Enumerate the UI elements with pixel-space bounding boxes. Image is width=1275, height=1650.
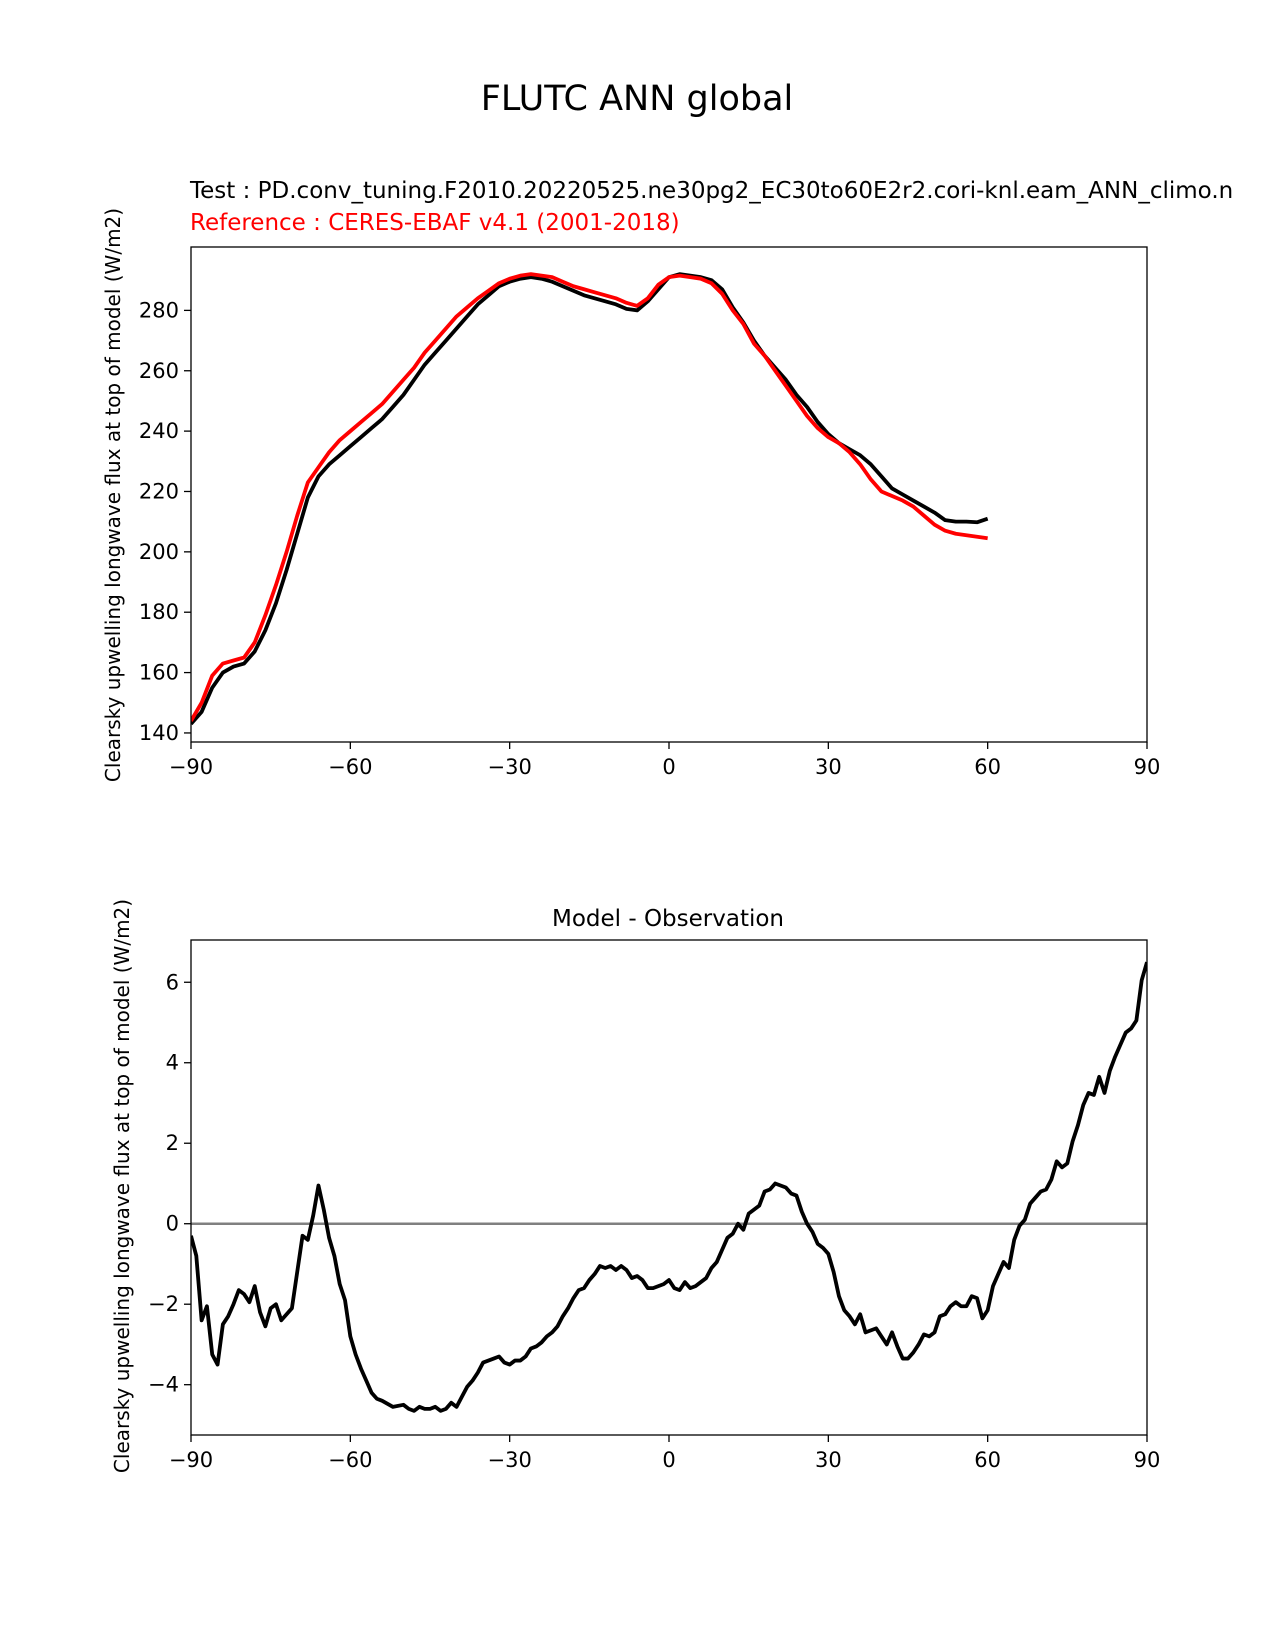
- bottom-plot-area: −90 −60 −30 0 30 60 90 −4 −2 0 2 4 6: [148, 939, 1161, 1472]
- bottom-panel: Model - Observation Clearsky upwelling l…: [110, 899, 1160, 1473]
- test-label: Test : PD.conv_tuning.F2010.20220525.ne3…: [189, 178, 1233, 204]
- top-y-tick-label: 220: [139, 479, 179, 503]
- top-y-tick-label: 200: [139, 540, 179, 564]
- bottom-axes-frame: [190, 939, 1148, 1436]
- top-plot-area: −90 −60 −30 0 30 60 90 140 160 180 200 220 240 260 280: [139, 246, 1161, 779]
- bottom-title: Model - Observation: [552, 906, 784, 932]
- top-panel: Test : PD.conv_tuning.F2010.20220525.ne3…: [101, 178, 1233, 782]
- top-series-line-0: [191, 272, 989, 726]
- top-x-tick-label: −30: [488, 755, 532, 779]
- top-series-line-1: [191, 272, 988, 722]
- bottom-series-line-0: [191, 961, 1147, 1413]
- bottom-x-tick-label: −90: [169, 1448, 213, 1472]
- bottom-y-tick-label: 6: [166, 970, 179, 994]
- bottom-y-tick-label: −4: [148, 1373, 179, 1397]
- top-y-tick-label: 140: [139, 721, 179, 745]
- top-axes-frame: [190, 246, 1148, 743]
- bottom-y-axis-label: Clearsky upwelling longwave flux at top …: [110, 899, 134, 1473]
- bottom-x-tick-label: 60: [974, 1448, 1001, 1472]
- top-x-tick-label: 30: [815, 755, 842, 779]
- bottom-y-tick-label: 4: [166, 1051, 179, 1075]
- bottom-x-tick-label: −30: [488, 1448, 532, 1472]
- top-x-tick-label: 0: [662, 755, 675, 779]
- top-y-tick-label: 280: [139, 298, 179, 322]
- bottom-x-tick-label: 90: [1134, 1448, 1161, 1472]
- bottom-y-tick-label: −2: [148, 1292, 179, 1316]
- top-y-tick-label: 260: [139, 359, 179, 383]
- top-x-tick-label: −90: [169, 755, 213, 779]
- top-x-tick-label: 90: [1134, 755, 1161, 779]
- top-y-axis-label: Clearsky upwelling longwave flux at top …: [101, 208, 125, 782]
- reference-label: Reference : CERES-EBAF v4.1 (2001-2018): [190, 210, 680, 236]
- top-y-tick-label: 160: [139, 661, 179, 685]
- bottom-x-tick-label: −60: [328, 1448, 372, 1472]
- top-y-tick-label: 180: [139, 600, 179, 624]
- bottom-x-tick-label: 0: [662, 1448, 675, 1472]
- bottom-y-tick-label: 2: [166, 1131, 179, 1155]
- bottom-x-tick-label: 30: [815, 1448, 842, 1472]
- top-y-tick-label: 240: [139, 419, 179, 443]
- top-x-tick-label: 60: [974, 755, 1001, 779]
- top-x-tick-label: −60: [328, 755, 372, 779]
- figure-title: FLUTC ANN global: [481, 79, 794, 119]
- bottom-y-tick-label: 0: [166, 1212, 179, 1236]
